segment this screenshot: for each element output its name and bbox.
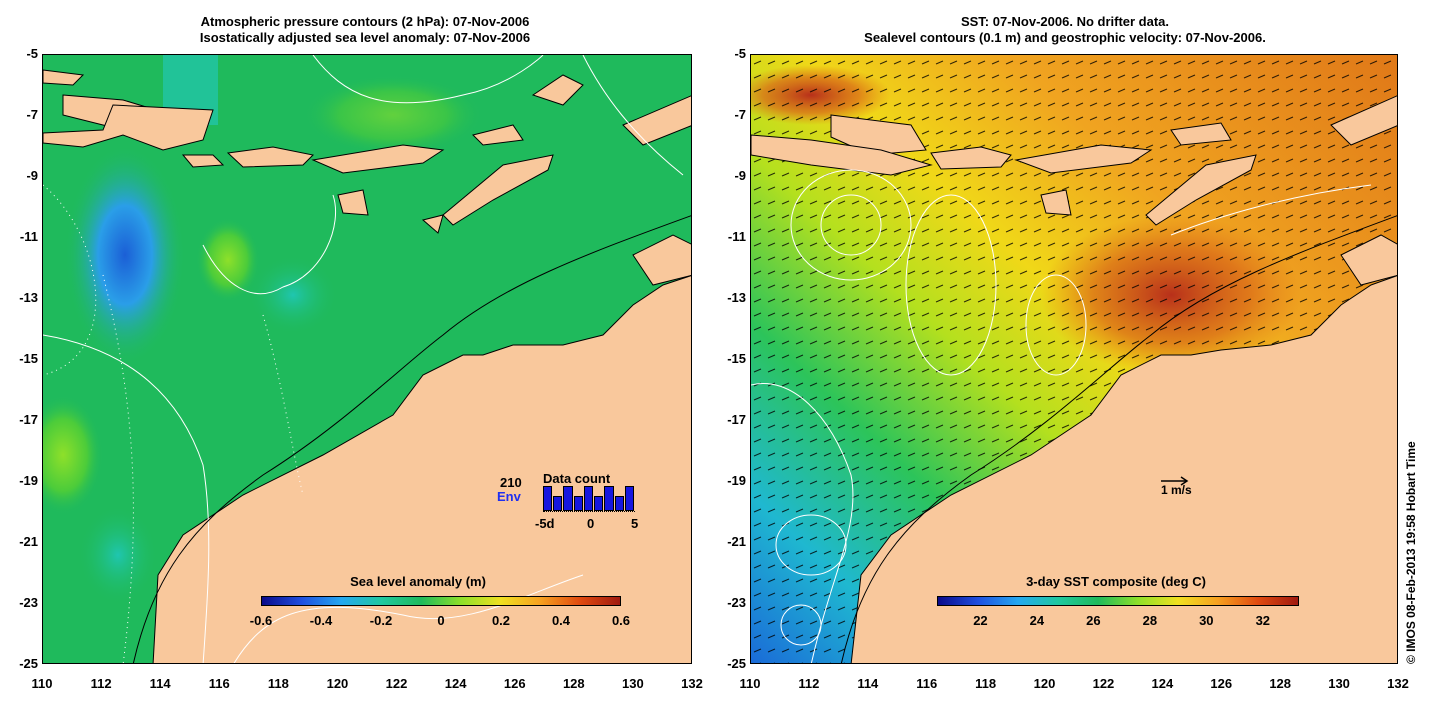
x-tick-label: 122 bbox=[385, 676, 408, 691]
y-tick-label: -17 bbox=[19, 412, 38, 427]
y-tick-label: -11 bbox=[19, 229, 38, 244]
inset-tick-start: -5d bbox=[535, 516, 555, 531]
y-tick-label: -11 bbox=[727, 229, 746, 244]
inset-tick-zero: 0 bbox=[587, 516, 595, 531]
x-tick-label: 112 bbox=[90, 676, 112, 691]
sst-map: 1 m/s 3-day SST composite (deg C) 22 24 26… bbox=[750, 54, 1398, 664]
inset-bar bbox=[624, 485, 634, 511]
imos-credit: © IMOS 08-Feb-2013 19:58 Hobart Time bbox=[1404, 441, 1418, 664]
x-tick-label: 112 bbox=[798, 676, 820, 691]
colorbar-tick-label: 0.6 bbox=[611, 613, 631, 628]
colorbar-tick-label: -0.4 bbox=[309, 613, 333, 628]
y-tick-label: -23 bbox=[727, 595, 746, 610]
inset-bar bbox=[543, 485, 553, 511]
inset-bar bbox=[583, 485, 594, 511]
y-tick-label: -17 bbox=[727, 412, 746, 427]
inset-title: Data count bbox=[543, 471, 611, 486]
y-tick-label: -5 bbox=[26, 46, 38, 61]
y-tick-label: -25 bbox=[727, 656, 746, 671]
x-tick-label: 110 bbox=[739, 676, 761, 691]
x-tick-label: 114 bbox=[857, 676, 879, 691]
y-tick-label: -7 bbox=[734, 107, 746, 122]
right-title-line1: SST: 07-Nov-2006. No drifter data. bbox=[960, 14, 1170, 29]
y-tick-label: -7 bbox=[26, 107, 38, 122]
y-tick-label: -15 bbox=[19, 351, 38, 366]
colorbar-tick-label: -0.2 bbox=[369, 613, 393, 628]
y-tick-label: -25 bbox=[19, 656, 38, 671]
x-tick-label: 116 bbox=[916, 676, 938, 691]
colorbar-tick-label: 0 bbox=[437, 613, 445, 628]
inset-bar bbox=[594, 495, 604, 511]
inset-bar bbox=[614, 495, 624, 511]
x-tick-label: 132 bbox=[681, 676, 703, 691]
velocity-scale-label: 1 m/s bbox=[1161, 483, 1192, 497]
inset-bar bbox=[573, 495, 583, 511]
x-tick-label: 122 bbox=[1092, 676, 1115, 691]
colorbar-tick-label: 24 bbox=[1029, 613, 1045, 628]
left-colorbar bbox=[261, 596, 621, 606]
negative-anomaly-blob bbox=[65, 145, 185, 365]
right-colorbar-title: 3-day SST composite (deg C) bbox=[1026, 574, 1206, 589]
y-tick-label: -19 bbox=[19, 473, 38, 488]
right-colorbar bbox=[937, 596, 1299, 606]
x-tick-label: 128 bbox=[562, 676, 585, 691]
x-tick-label: 130 bbox=[622, 676, 644, 691]
left-colorbar-title: Sea level anomaly (m) bbox=[350, 574, 486, 589]
colorbar-tick-label: 0.4 bbox=[551, 613, 571, 628]
sea-level-map-svg bbox=[43, 55, 691, 663]
x-tick-label: 118 bbox=[975, 676, 997, 691]
colorbar-tick-label: 32 bbox=[1255, 613, 1271, 628]
y-tick-label: -9 bbox=[734, 168, 746, 183]
right-title-line2: Sealevel contours (0.1 m) and geostrophi… bbox=[864, 30, 1266, 45]
y-tick-label: -23 bbox=[19, 595, 38, 610]
x-tick-label: 130 bbox=[1328, 676, 1350, 691]
colorbar-tick-label: 30 bbox=[1199, 613, 1214, 628]
x-tick-label: 116 bbox=[208, 676, 230, 691]
colorbar-tick-label: 0.2 bbox=[491, 613, 511, 628]
colorbar-tick-label: 28 bbox=[1142, 613, 1158, 628]
inset-bar bbox=[604, 485, 614, 511]
colorbar-tick-label: -0.6 bbox=[249, 613, 273, 628]
x-tick-label: 132 bbox=[1387, 676, 1409, 691]
australia-landmass bbox=[850, 275, 1397, 663]
x-tick-label: 126 bbox=[1210, 676, 1233, 691]
sst-map-svg bbox=[751, 55, 1397, 663]
inset-bar bbox=[563, 485, 573, 511]
australia-landmass bbox=[152, 275, 691, 663]
x-tick-label: 120 bbox=[326, 676, 349, 691]
right-title: SST: 07-Nov-2006. No drifter data. Seale… bbox=[760, 14, 1370, 46]
y-tick-label: -9 bbox=[26, 168, 38, 183]
y-tick-label: -19 bbox=[727, 473, 746, 488]
left-title-line1: Atmospheric pressure contours (2 hPa): 0… bbox=[200, 14, 530, 29]
y-tick-label: -21 bbox=[19, 534, 38, 549]
x-tick-label: 126 bbox=[503, 676, 526, 691]
left-title-line2: Isostatically adjusted sea level anomaly… bbox=[199, 30, 531, 45]
x-tick-label: 118 bbox=[267, 676, 289, 691]
inset-count: 210 bbox=[500, 475, 522, 490]
inset-bar-chart bbox=[543, 483, 635, 512]
colorbar-tick-label: 22 bbox=[973, 613, 988, 628]
x-tick-label: 110 bbox=[31, 676, 53, 691]
x-tick-label: 128 bbox=[1269, 676, 1292, 691]
y-tick-label: -13 bbox=[19, 290, 38, 305]
y-tick-label: -15 bbox=[727, 351, 746, 366]
colorbar-tick-label: 26 bbox=[1086, 613, 1101, 628]
x-tick-label: 114 bbox=[149, 676, 171, 691]
inset-bar bbox=[553, 495, 563, 511]
inset-tick-end: 5 bbox=[631, 516, 639, 531]
inset-source: Env bbox=[497, 489, 521, 504]
y-tick-label: -13 bbox=[727, 290, 746, 305]
left-title: Atmospheric pressure contours (2 hPa): 0… bbox=[110, 14, 620, 46]
y-tick-label: -21 bbox=[727, 534, 746, 549]
y-tick-label: -5 bbox=[734, 46, 746, 61]
x-tick-label: 124 bbox=[1151, 676, 1174, 691]
sea-level-anomaly-map: Data count 210 Env -5d 0 5 Sea level ano… bbox=[42, 54, 692, 664]
positive-anomaly-blob bbox=[196, 218, 260, 302]
x-tick-label: 124 bbox=[444, 676, 467, 691]
x-tick-label: 120 bbox=[1033, 676, 1056, 691]
